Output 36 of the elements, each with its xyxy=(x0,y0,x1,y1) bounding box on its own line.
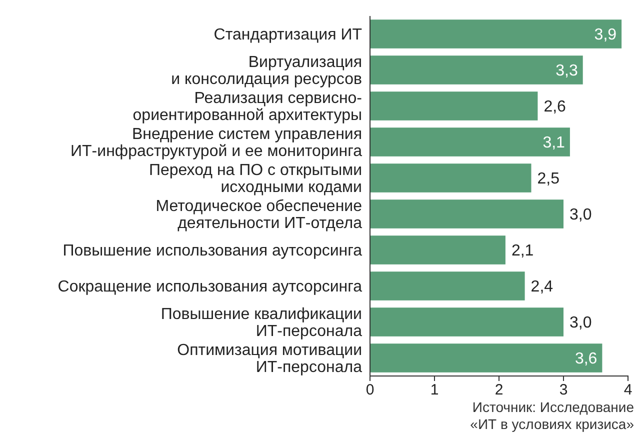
y-tick-label: Внедрение систем управления ИТ-инфраструктурой и ее мониторинга xyxy=(70,126,362,160)
y-tick-label: Повышение квалификации ИТ-персонала xyxy=(160,306,362,340)
bar xyxy=(370,56,583,84)
data-label: 2,5 xyxy=(537,170,560,188)
data-label: 3,6 xyxy=(574,350,598,368)
y-tick-label: Переход на ПО с открытыми исходными кодами xyxy=(148,162,362,196)
data-label: 3,3 xyxy=(556,62,578,80)
x-tick-label: 2 xyxy=(494,382,504,399)
bar xyxy=(370,164,532,192)
text: Источник: Исследование «ИТ в условиях кризиса» xyxy=(470,399,634,432)
bar xyxy=(370,200,564,228)
y-tick-label: Реализация сервисно- ориентированной архитектуры xyxy=(132,90,362,124)
data-label: 2,6 xyxy=(544,98,566,116)
data-label: 3,1 xyxy=(542,134,566,152)
data-label: 3,0 xyxy=(570,206,592,224)
bar xyxy=(370,20,622,48)
y-tick-label: Виртуализация и консолидация ресурсов xyxy=(171,54,362,88)
y-tick-label: Методическое обеспечение деятельности ИТ-отдела xyxy=(156,198,362,232)
data-label: 2,4 xyxy=(530,278,554,296)
x-tick-label: 4 xyxy=(624,382,632,399)
y-tick-label: Оптимизация мотивации ИТ-персонала xyxy=(177,342,362,376)
y-tick-label: Сокращение использования аутсорсинга xyxy=(58,278,362,296)
bar xyxy=(370,344,602,372)
bar xyxy=(370,92,538,120)
data-label: 2,1 xyxy=(511,242,534,260)
data-label: 3,9 xyxy=(594,26,617,44)
y-tick-label: Стандартизация ИТ xyxy=(214,26,362,44)
data-label: 3,0 xyxy=(570,314,592,332)
y-tick-label: Повышение использования аутсорсинга xyxy=(62,242,362,260)
bar xyxy=(370,236,506,264)
x-tick-label: 3 xyxy=(559,382,568,399)
bar xyxy=(370,128,570,156)
bar xyxy=(370,308,564,336)
x-tick-label: 0 xyxy=(366,382,374,399)
bar xyxy=(370,272,525,300)
x-tick-label: 1 xyxy=(430,382,439,399)
